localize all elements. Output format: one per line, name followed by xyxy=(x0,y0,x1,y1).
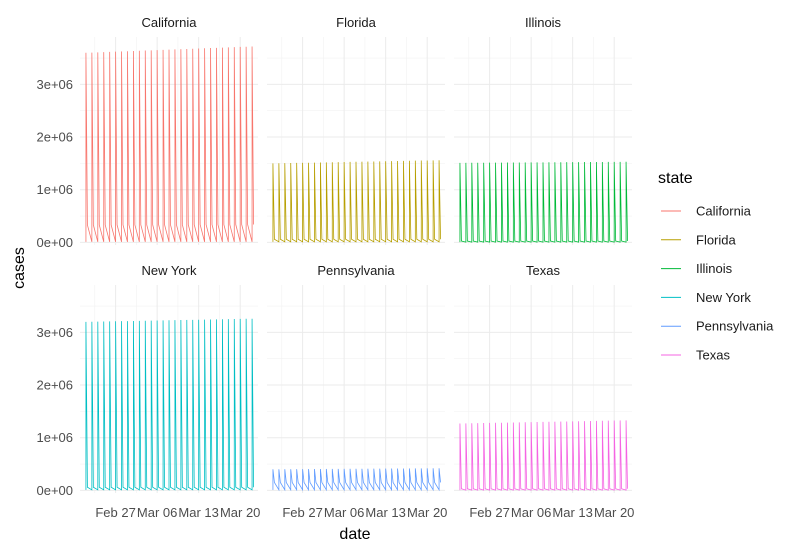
series-line-pennsylvania xyxy=(272,468,441,492)
x-tick-label: Mar 13 xyxy=(178,505,218,520)
series-line-texas xyxy=(459,420,628,491)
legend-label: New York xyxy=(696,290,751,305)
x-axis-ticks: Feb 27 Mar 06 Mar 13 Mar 20 Feb 27 Mar 06 Mar … xyxy=(95,505,634,520)
x-axis-title: date xyxy=(339,526,370,543)
x-tick-label: Mar 06 xyxy=(324,505,364,520)
legend-item-texas: Texas xyxy=(661,348,730,363)
panel-florida: Florida xyxy=(267,15,445,245)
y-tick-label: 3e+06 xyxy=(36,77,73,92)
legend-item-pennsylvania: Pennsylvania xyxy=(661,319,774,334)
x-tick-label: Mar 13 xyxy=(552,505,592,520)
series-line-illinois xyxy=(459,161,628,243)
y-tick-label: 0e+00 xyxy=(36,483,73,498)
facet-label-pennsylvania: Pennsylvania xyxy=(317,263,395,278)
y-tick-label: 1e+06 xyxy=(36,182,73,197)
y-tick-label: 0e+00 xyxy=(36,235,73,250)
panel-pennsylvania: Pennsylvania xyxy=(267,263,445,493)
legend-label: California xyxy=(696,204,752,219)
x-tick-label: Mar 20 xyxy=(220,505,260,520)
panel-california: California xyxy=(80,15,258,245)
x-tick-label: Feb 27 xyxy=(95,505,135,520)
legend-item-florida: Florida xyxy=(661,232,737,247)
y-axis-title: cases xyxy=(11,247,28,289)
y-tick-label: 2e+06 xyxy=(36,378,73,393)
legend-item-new-york: New York xyxy=(661,290,751,305)
legend: state California Florida Illinois New York P… xyxy=(658,170,774,363)
panel-texas: Texas xyxy=(454,263,632,493)
y-tick-label: 3e+06 xyxy=(36,325,73,340)
legend-label: Illinois xyxy=(696,261,733,276)
x-tick-label: Mar 06 xyxy=(511,505,551,520)
y-tick-label: 1e+06 xyxy=(36,430,73,445)
panel-new-york: New York xyxy=(80,263,258,493)
x-tick-label: Feb 27 xyxy=(282,505,322,520)
series-line-new-york xyxy=(85,318,254,491)
legend-label: Pennsylvania xyxy=(696,319,774,334)
facet-label-new-york: New York xyxy=(142,263,197,278)
series-line-california xyxy=(85,46,254,242)
facet-label-illinois: Illinois xyxy=(525,15,562,30)
legend-label: Florida xyxy=(696,232,737,247)
x-tick-label: Mar 13 xyxy=(365,505,405,520)
series-line-florida xyxy=(272,160,441,243)
x-tick-label: Mar 20 xyxy=(407,505,447,520)
legend-title: state xyxy=(658,170,693,187)
y-axis-ticks: 0e+00 1e+06 2e+06 3e+06 0e+00 1e+06 2e+06 3e+06 xyxy=(36,77,73,498)
facet-label-california: California xyxy=(142,15,198,30)
legend-label: Texas xyxy=(696,348,730,363)
facet-panels: California Florida Illinois New York Pennsyl… xyxy=(80,15,632,493)
x-tick-label: Mar 20 xyxy=(594,505,634,520)
legend-item-illinois: Illinois xyxy=(661,261,733,276)
x-tick-label: Mar 06 xyxy=(137,505,177,520)
y-tick-label: 2e+06 xyxy=(36,130,73,145)
facet-label-texas: Texas xyxy=(526,263,560,278)
x-tick-label: Feb 27 xyxy=(469,505,509,520)
panel-illinois: Illinois xyxy=(454,15,632,245)
facet-label-florida: Florida xyxy=(336,15,377,30)
legend-item-california: California xyxy=(661,204,752,219)
